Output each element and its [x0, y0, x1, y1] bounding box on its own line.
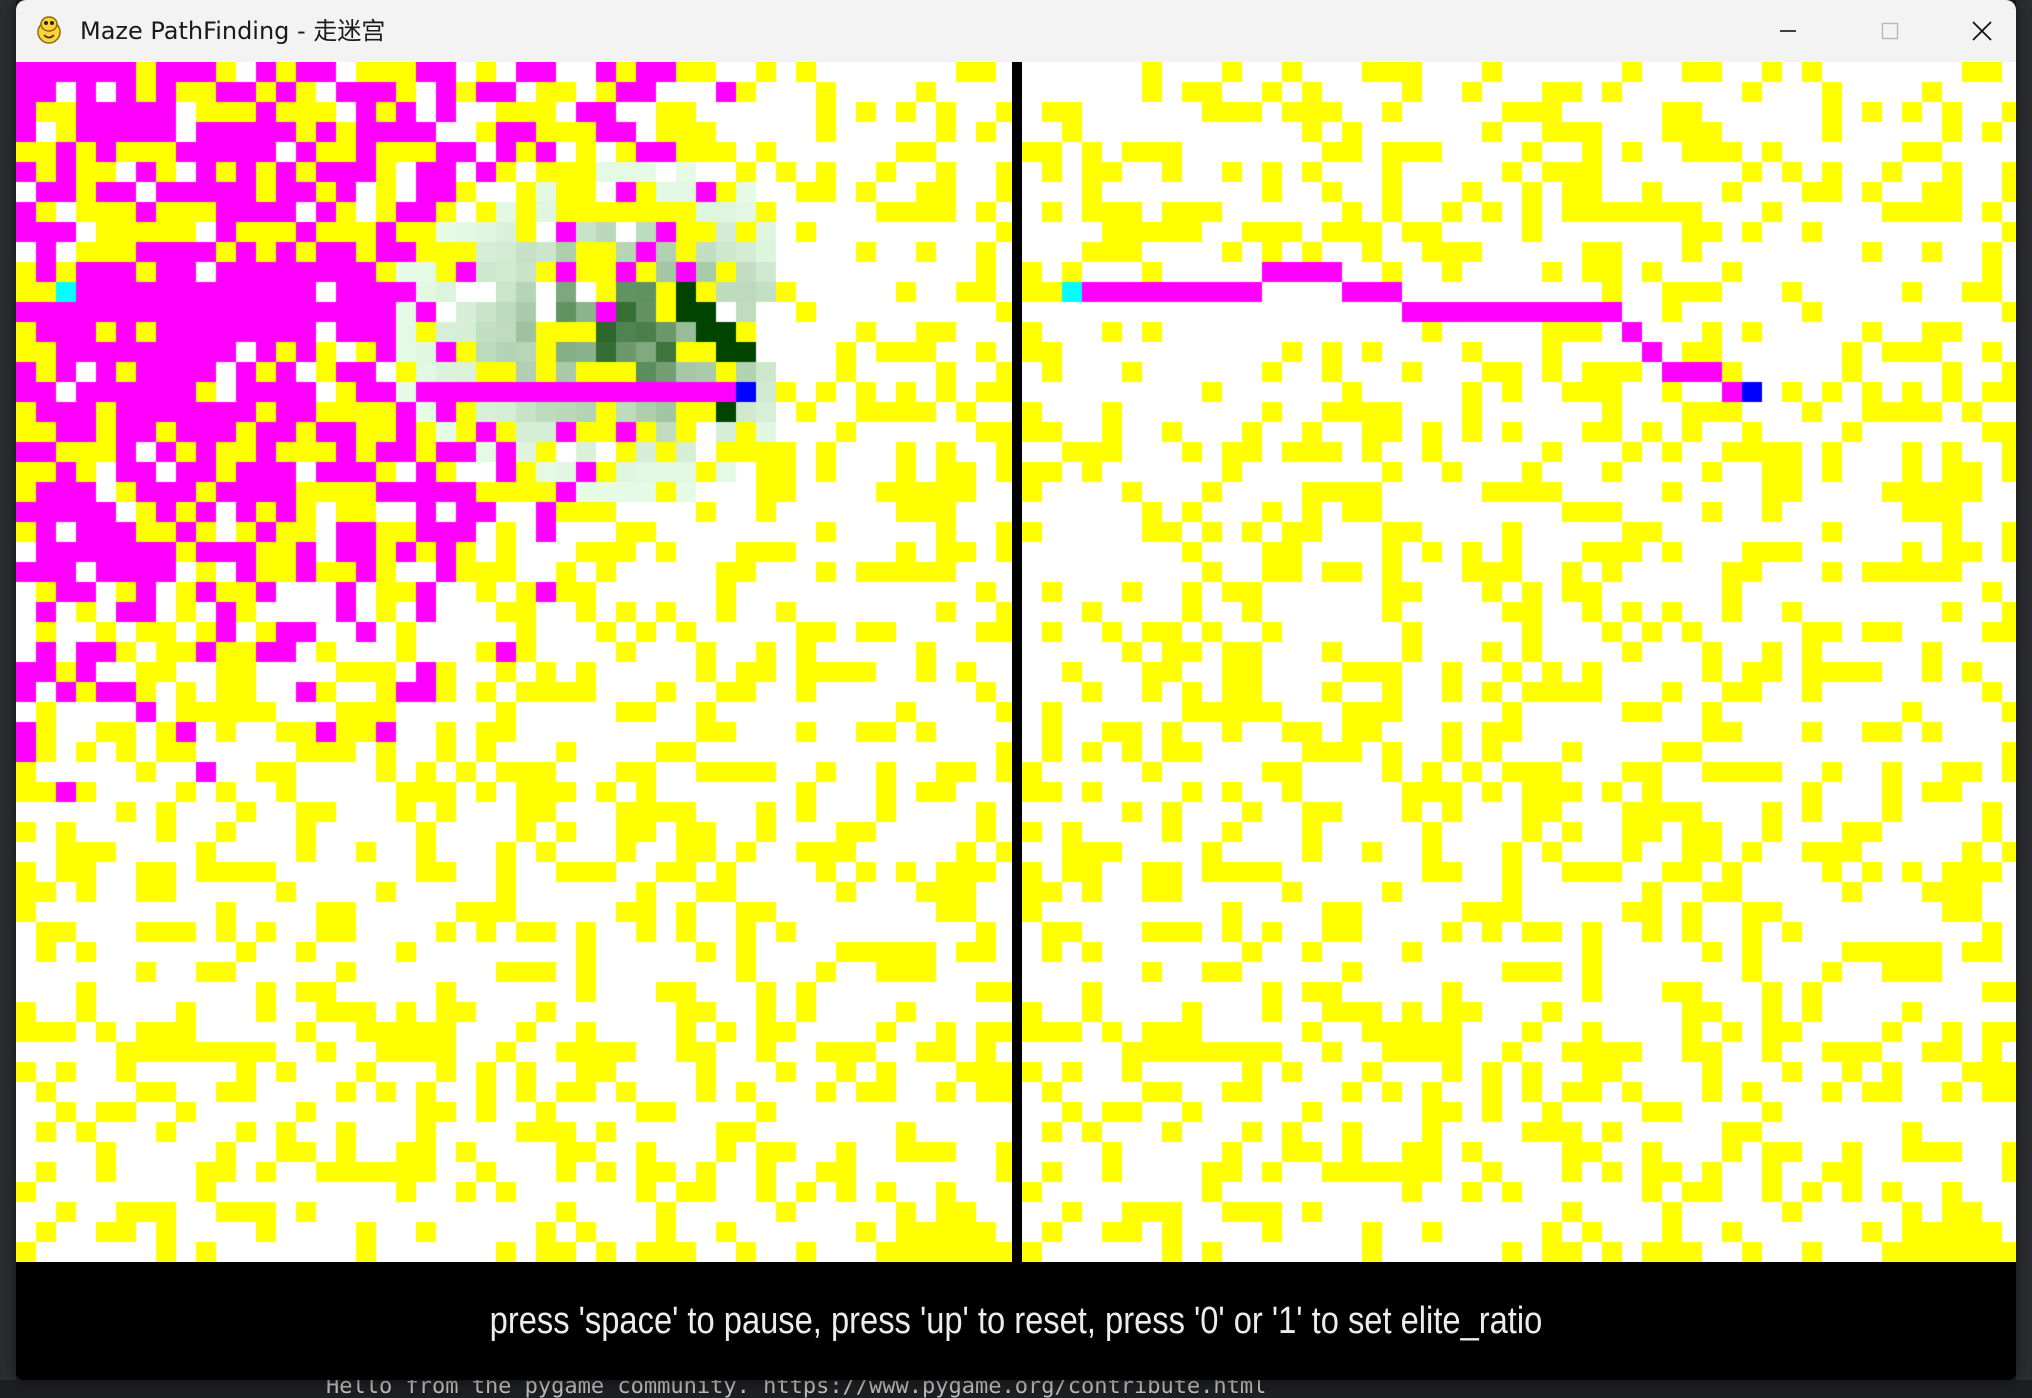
status-bar: press 'space' to pause, press 'up' to re…: [16, 1262, 2016, 1380]
terminal-output: Hello from the pygame community. https:/…: [326, 1380, 1267, 1398]
app-window: Maze PathFinding - 走迷宫 press 'space' to …: [16, 0, 2016, 1380]
maximize-button[interactable]: [1850, 0, 1930, 62]
close-button[interactable]: [1942, 0, 2016, 62]
status-instructions: press 'space' to pause, press 'up' to re…: [489, 1299, 1543, 1342]
minimize-button[interactable]: [1748, 0, 1828, 62]
pygame-canvas-area[interactable]: press 'space' to pause, press 'up' to re…: [16, 62, 2016, 1380]
background-editor-left: [0, 0, 16, 1398]
background-terminal: Hello from the pygame community. https:/…: [0, 1380, 2032, 1398]
maze-grid-exploration[interactable]: [16, 62, 1012, 1262]
maze-grid-best-path[interactable]: [1022, 62, 2016, 1262]
close-icon: [1972, 21, 1992, 41]
minimize-icon: [1780, 30, 1796, 32]
pygame-snake-icon: [37, 16, 61, 44]
background-editor-right: [2016, 0, 2032, 1398]
title-bar[interactable]: Maze PathFinding - 走迷宫: [16, 0, 2016, 63]
window-title: Maze PathFinding - 走迷宫: [80, 17, 386, 45]
panel-divider: [1012, 62, 1022, 1262]
maximize-icon: [1881, 22, 1899, 40]
